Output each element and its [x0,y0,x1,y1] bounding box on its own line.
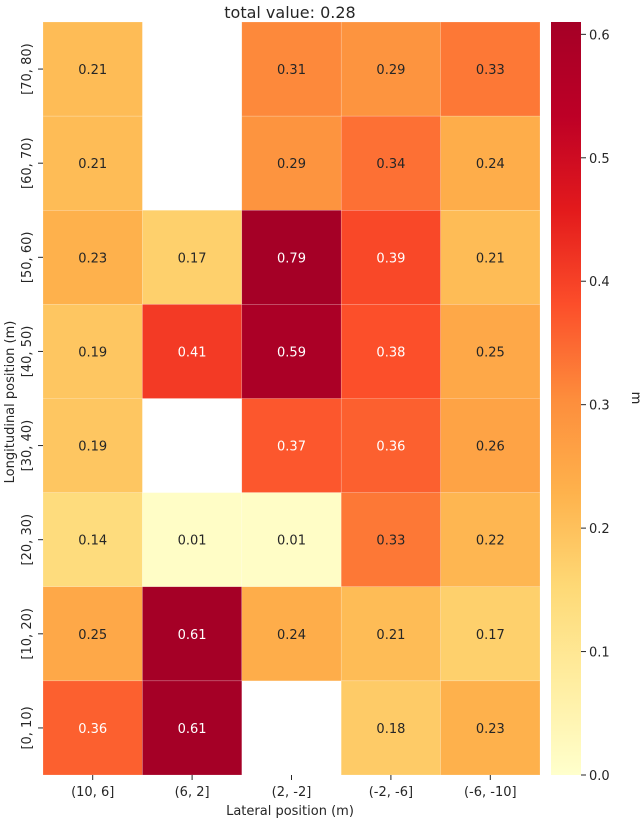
cell-value-label: 0.38 [376,345,405,360]
y-tick-label: [50, 60) [20,232,35,284]
heatmap-cell [142,492,243,587]
heatmap-cell [241,398,342,493]
cell-value-label: 0.24 [476,157,505,172]
cell-value-label: 0.21 [376,628,405,643]
cell-value-label: 0.22 [476,534,505,549]
cell-value-label: 0.41 [178,345,207,360]
colorbar-tick-label: 0.2 [589,522,610,537]
heatmap-cell [440,21,541,117]
cell-value-label: 0.39 [376,251,405,266]
heatmap-cell [241,115,342,211]
heatmap-cell [440,492,541,587]
y-tick-label: [20, 30) [20,514,35,566]
cell-value-label: 0.36 [376,440,405,455]
heatmap-cell [440,680,541,776]
heatmap-cell [340,586,441,682]
cell-value-label: 0.21 [78,63,107,78]
x-tick-label: (-2, -6] [369,785,413,800]
heatmap-cell [42,398,143,493]
y-axis-ticks: [70, 80) [60, 70) [50, 60) [40, 50) [30, 40)… [20,43,43,750]
heatmap-cell [340,492,441,587]
cell-value-label: 0.37 [277,440,306,455]
heatmap-cell [340,210,441,305]
heatmap-cell [340,680,441,776]
cell-value-label: 0.18 [376,722,405,737]
cell-value-label: 0.61 [178,722,207,737]
heatmap-cell [241,492,342,587]
cell-value-label: 0.36 [78,722,107,737]
colorbar-tick-label: 0.3 [589,399,610,414]
cell-value-label: 0.29 [277,157,306,172]
cell-value-label: 0.59 [277,345,306,360]
chart-title: total value: 0.28 [224,3,355,22]
cell-value-label: 0.79 [277,251,306,266]
colorbar-tick-label: 0.1 [589,646,610,661]
cell-value-label: 0.17 [178,251,207,266]
cell-value-label: 0.01 [178,534,207,549]
heatmap-cell [42,115,143,211]
cell-value-label: 0.33 [476,63,505,78]
heatmap-cell [142,680,243,776]
cell-value-label: 0.25 [78,628,107,643]
y-tick-label: [40, 50) [20,326,35,378]
cell-value-label: 0.34 [376,157,405,172]
x-tick-label: (2, -2] [272,785,312,800]
heatmap-cell [142,210,243,305]
colorbar-label: m [628,392,640,405]
heatmap-cell [42,21,143,117]
heatmap-cell [340,115,441,211]
heatmap-cell-labels: 0.21 0.31 0.29 0.33 0.21 0.29 0.34 0.24 0.23 0.17… [78,63,505,737]
heatmap-cell [42,586,143,682]
heatmap-cell [340,21,441,117]
cell-value-label: 0.26 [476,440,505,455]
heatmap-cells [42,21,541,776]
heatmap-cell [440,210,541,305]
cell-value-label: 0.24 [277,628,306,643]
y-tick-label: [0, 10) [20,706,35,749]
cell-value-label: 0.33 [376,534,405,549]
y-tick-label: [60, 70) [20,137,35,189]
heatmap-cell [42,304,143,399]
y-tick-label: [30, 40) [20,420,35,472]
cell-value-label: 0.31 [277,63,306,78]
cell-value-label: 0.23 [78,251,107,266]
colorbar-tick-label: 0.0 [589,769,610,784]
heatmap-cell [340,398,441,493]
x-tick-label: (10, 6] [71,785,114,800]
cell-value-label: 0.21 [476,251,505,266]
cell-value-label: 0.19 [78,440,107,455]
colorbar-ticks: 0.0 0.1 0.2 0.3 0.4 0.5 0.6 [581,28,610,784]
cell-value-label: 0.61 [178,628,207,643]
x-axis-label: Lateral position (m) [226,804,354,819]
heatmap-cell [440,115,541,211]
colorbar-tick-label: 0.6 [589,28,610,43]
heatmap-cell [241,21,342,117]
cell-value-label: 0.17 [476,628,505,643]
y-axis-label: Longitudinal position (m) [3,321,18,484]
x-tick-label: (-6, -10] [464,785,517,800]
cell-value-label: 0.19 [78,345,107,360]
cell-value-label: 0.23 [476,722,505,737]
cell-value-label: 0.14 [78,534,107,549]
heatmap-cell [440,398,541,493]
x-tick-label: (6, 2] [175,785,210,800]
heatmap-cell [340,304,441,399]
colorbar-tick-label: 0.5 [589,152,610,167]
heatmap-cell [241,304,342,399]
heatmap-cell [142,304,243,399]
heatmap-cell [440,304,541,399]
heatmap-cell [142,586,243,682]
y-tick-label: [70, 80) [20,43,35,95]
y-tick-label: [10, 20) [20,608,35,660]
cell-value-label: 0.29 [376,63,405,78]
colorbar [551,22,581,775]
cell-value-label: 0.21 [78,157,107,172]
cell-value-label: 0.25 [476,345,505,360]
cell-value-label: 0.01 [277,534,306,549]
colorbar-tick-label: 0.4 [589,275,610,290]
heatmap-cell [42,492,143,587]
x-axis-ticks: (10, 6] (6, 2] (2, -2] (-2, -6] (-6, -10] [71,775,517,800]
